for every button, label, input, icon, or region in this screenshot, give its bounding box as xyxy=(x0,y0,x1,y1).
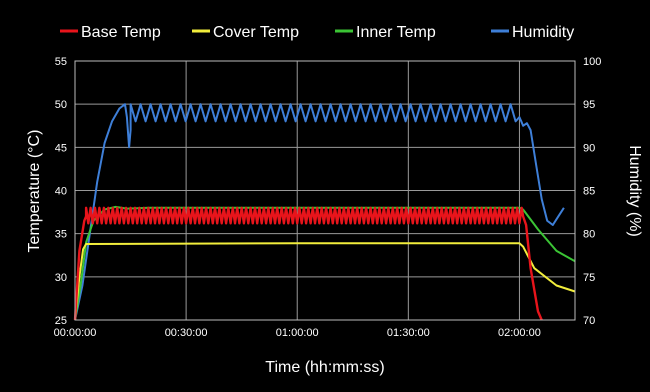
y-right-tick-label: 85 xyxy=(583,186,595,198)
series-line-cover-temp xyxy=(74,242,576,321)
y-right-axis-title: Humidity (%) xyxy=(626,145,643,237)
y-right-tick-label: 95 xyxy=(583,99,595,111)
x-tick-label: 01:00:00 xyxy=(276,327,319,339)
y-left-tick-label: 40 xyxy=(55,186,67,198)
series-layer xyxy=(73,103,576,321)
y-left-tick-label: 30 xyxy=(55,272,67,284)
y-left-tick-label: 50 xyxy=(55,99,67,111)
x-tick-label: 00:30:00 xyxy=(165,327,208,339)
y-left-axis-title: Temperature (°C) xyxy=(26,130,43,253)
x-axis-title: Time (hh:mm:ss) xyxy=(265,359,384,376)
x-tick-label: 02:00:00 xyxy=(498,327,541,339)
y-right-tick-label: 90 xyxy=(583,142,595,154)
legend: Base Temp Cover Temp Inner Temp Humidity xyxy=(60,24,574,41)
x-tick-label: 00:00:00 xyxy=(54,327,97,339)
series-line-humidity xyxy=(74,103,565,321)
y-left-tick-label: 35 xyxy=(55,229,67,241)
x-tick-label: 01:30:00 xyxy=(387,327,430,339)
legend-label-inner-temp: Inner Temp xyxy=(356,24,436,41)
series-line-base-temp xyxy=(73,206,543,321)
y-left-tick-label: 45 xyxy=(55,142,67,154)
legend-label-base-temp: Base Temp xyxy=(81,24,161,41)
y-right-tick-label: 80 xyxy=(583,229,595,241)
series-line-inner-temp xyxy=(74,205,576,321)
y-right-axis-ticks: 70 75 80 85 90 95 100 xyxy=(583,56,601,327)
x-axis-ticks: 00:00:00 00:30:00 01:00:00 01:30:00 02:00:00 xyxy=(54,327,541,339)
legend-label-humidity: Humidity xyxy=(512,24,574,41)
legend-label-cover-temp: Cover Temp xyxy=(213,24,299,41)
plot-frame xyxy=(74,60,576,321)
y-right-tick-label: 100 xyxy=(583,56,601,68)
y-left-tick-label: 55 xyxy=(55,56,67,68)
y-left-tick-label: 25 xyxy=(55,315,67,327)
grid xyxy=(75,61,575,320)
y-left-axis-ticks: 25 30 35 40 45 50 55 xyxy=(55,56,67,327)
y-right-tick-label: 75 xyxy=(583,272,595,284)
y-right-tick-label: 70 xyxy=(583,315,595,327)
